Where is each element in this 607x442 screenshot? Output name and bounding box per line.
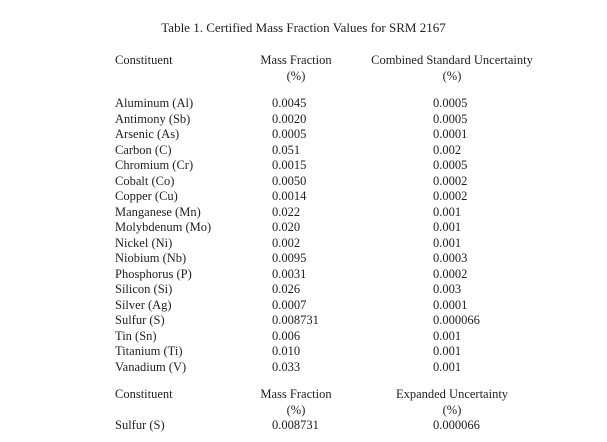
constituent-cell: Tin (Sn) bbox=[115, 328, 157, 343]
mass-fraction-cell: 0.0031 bbox=[272, 266, 307, 281]
uncertainty-cell: 0.001 bbox=[433, 359, 462, 374]
mass-fraction-cell: 0.006 bbox=[272, 328, 301, 343]
table-row: Chromium (Cr) 0.0015 0.0005 bbox=[0, 158, 607, 174]
uncertainty-cell: 0.003 bbox=[433, 282, 462, 296]
mass-fraction-cell: 0.0020 bbox=[272, 111, 307, 126]
table-row: Tin (Sn) 0.006 0.001 bbox=[0, 329, 607, 345]
mass-fraction-cell: 0.0014 bbox=[272, 189, 307, 203]
table-row: Arsenic (As) 0.0005 0.0001 bbox=[0, 127, 607, 143]
col-header-mass-fraction: Mass Fraction bbox=[260, 53, 332, 67]
mass-fraction-cell: 0.051 bbox=[272, 142, 301, 157]
mass-fraction-cell: 0.008731 bbox=[272, 418, 319, 432]
unit-label-uncertainty: (%) bbox=[442, 402, 462, 417]
constituent-cell: Antimony (Sb) bbox=[115, 111, 191, 126]
uncertainty-cell: 0.0001 bbox=[433, 297, 468, 312]
constituent-cell: Nickel (Ni) bbox=[115, 235, 173, 250]
col-header-constituent: Constituent bbox=[115, 53, 173, 67]
table-row: Manganese (Mn) 0.022 0.001 bbox=[0, 205, 607, 221]
constituent-cell: Aluminum (Al) bbox=[115, 96, 194, 110]
uncertainty-cell: 0.0002 bbox=[433, 266, 468, 281]
mass-fraction-cell: 0.0007 bbox=[272, 297, 307, 312]
uncertainty-cell: 0.0001 bbox=[433, 127, 468, 141]
table-row: Vanadium (V) 0.033 0.001 bbox=[0, 360, 607, 376]
mass-fraction-cell: 0.0045 bbox=[272, 96, 307, 110]
uncertainty-cell: 0.000066 bbox=[433, 418, 480, 432]
uncertainty-cell: 0.0002 bbox=[433, 189, 468, 203]
unit-label-mass-fraction: (%) bbox=[286, 68, 306, 83]
mass-fraction-cell: 0.0095 bbox=[272, 251, 307, 265]
constituent-cell: Silicon (Si) bbox=[115, 282, 173, 296]
table-row: Molybdenum (Mo) 0.020 0.001 bbox=[0, 220, 607, 236]
table-row: Aluminum (Al) 0.0045 0.0005 bbox=[0, 96, 607, 112]
constituent-cell: Chromium (Cr) bbox=[115, 158, 194, 172]
mass-fraction-cell: 0.033 bbox=[272, 359, 301, 374]
uncertainty-cell: 0.001 bbox=[433, 235, 462, 250]
table-row: Titanium (Ti) 0.010 0.001 bbox=[0, 344, 607, 360]
constituent-cell: Carbon (C) bbox=[115, 142, 172, 157]
table-row: Cobalt (Co) 0.0050 0.0002 bbox=[0, 174, 607, 190]
uncertainty-cell: 0.0002 bbox=[433, 173, 468, 188]
table-row: Carbon (C) 0.051 0.002 bbox=[0, 143, 607, 159]
constituent-cell: Copper (Cu) bbox=[115, 189, 178, 203]
table-row: Phosphorus (P) 0.0031 0.0002 bbox=[0, 267, 607, 283]
col-header-uncertainty: Expanded Uncertainty bbox=[395, 387, 509, 401]
mass-fraction-cell: 0.0015 bbox=[272, 158, 307, 172]
uncertainty-cell: 0.0005 bbox=[433, 96, 468, 110]
uncertainty-cell: 0.001 bbox=[433, 204, 462, 219]
certified-values-table: Constituent Mass Fraction Combined Stand… bbox=[0, 53, 607, 375]
mass-fraction-cell: 0.002 bbox=[272, 235, 301, 250]
constituent-cell: Phosphorus (P) bbox=[115, 266, 192, 281]
mass-fraction-cell: 0.020 bbox=[272, 220, 301, 234]
uncertainty-cell: 0.001 bbox=[433, 220, 462, 234]
constituent-cell: Cobalt (Co) bbox=[115, 173, 175, 188]
uncertainty-cell: 0.0005 bbox=[433, 111, 468, 126]
constituent-cell: Vanadium (V) bbox=[115, 359, 187, 374]
uncertainty-cell: 0.002 bbox=[433, 142, 462, 157]
constituent-cell: Arsenic (As) bbox=[115, 127, 180, 141]
mass-fraction-cell: 0.0005 bbox=[272, 127, 307, 141]
col-header-constituent: Constituent bbox=[115, 387, 173, 401]
table-title: Table 1. Certified Mass Fraction Values … bbox=[161, 20, 446, 35]
table-row: Sulfur (S) 0.008731 0.000066 bbox=[0, 418, 607, 434]
table-row: Nickel (Ni) 0.002 0.001 bbox=[0, 236, 607, 252]
mass-fraction-cell: 0.010 bbox=[272, 344, 301, 358]
mass-fraction-cell: 0.022 bbox=[272, 204, 301, 219]
uncertainty-cell: 0.000066 bbox=[433, 313, 480, 327]
uncertainty-cell: 0.001 bbox=[433, 328, 462, 343]
constituent-cell: Sulfur (S) bbox=[115, 418, 165, 432]
table1-header-row: Constituent Mass Fraction Combined Stand… bbox=[0, 53, 607, 69]
table-row: Sulfur (S) 0.008731 0.000066 bbox=[0, 313, 607, 329]
uncertainty-cell: 0.001 bbox=[433, 344, 462, 358]
uncertainty-cell: 0.0003 bbox=[433, 251, 468, 265]
mass-fraction-cell: 0.0050 bbox=[272, 173, 307, 188]
table-row: Silicon (Si) 0.026 0.003 bbox=[0, 282, 607, 298]
constituent-cell: Manganese (Mn) bbox=[115, 204, 201, 219]
table-row: Antimony (Sb) 0.0020 0.0005 bbox=[0, 112, 607, 128]
table2-rows: Sulfur (S) 0.008731 0.000066 bbox=[0, 418, 607, 434]
mass-fraction-cell: 0.008731 bbox=[272, 313, 319, 327]
table2-header-row: Constituent Mass Fraction Expanded Uncer… bbox=[0, 387, 607, 403]
constituent-cell: Niobium (Nb) bbox=[115, 251, 187, 265]
expanded-uncertainty-table: Constituent Mass Fraction Expanded Uncer… bbox=[0, 387, 607, 434]
uncertainty-cell: 0.0005 bbox=[433, 158, 468, 172]
mass-fraction-cell: 0.026 bbox=[272, 282, 301, 296]
table-row: Niobium (Nb) 0.0095 0.0003 bbox=[0, 251, 607, 267]
table1-rows: Aluminum (Al) 0.0045 0.0005 Antimony (Sb… bbox=[0, 96, 607, 375]
col-header-uncertainty: Combined Standard Uncertainty bbox=[371, 53, 533, 67]
table1-units-row: (%) (%) bbox=[0, 69, 607, 85]
col-header-mass-fraction: Mass Fraction bbox=[260, 387, 332, 401]
constituent-cell: Silver (Ag) bbox=[115, 297, 172, 312]
constituent-cell: Molybdenum (Mo) bbox=[115, 220, 212, 234]
table-row: Silver (Ag) 0.0007 0.0001 bbox=[0, 298, 607, 314]
constituent-cell: Sulfur (S) bbox=[115, 313, 165, 327]
unit-label-uncertainty: (%) bbox=[442, 68, 462, 83]
table2-units-row: (%) (%) bbox=[0, 403, 607, 419]
unit-label-mass-fraction: (%) bbox=[286, 402, 306, 417]
constituent-cell: Titanium (Ti) bbox=[115, 344, 183, 358]
table-row: Copper (Cu) 0.0014 0.0002 bbox=[0, 189, 607, 205]
